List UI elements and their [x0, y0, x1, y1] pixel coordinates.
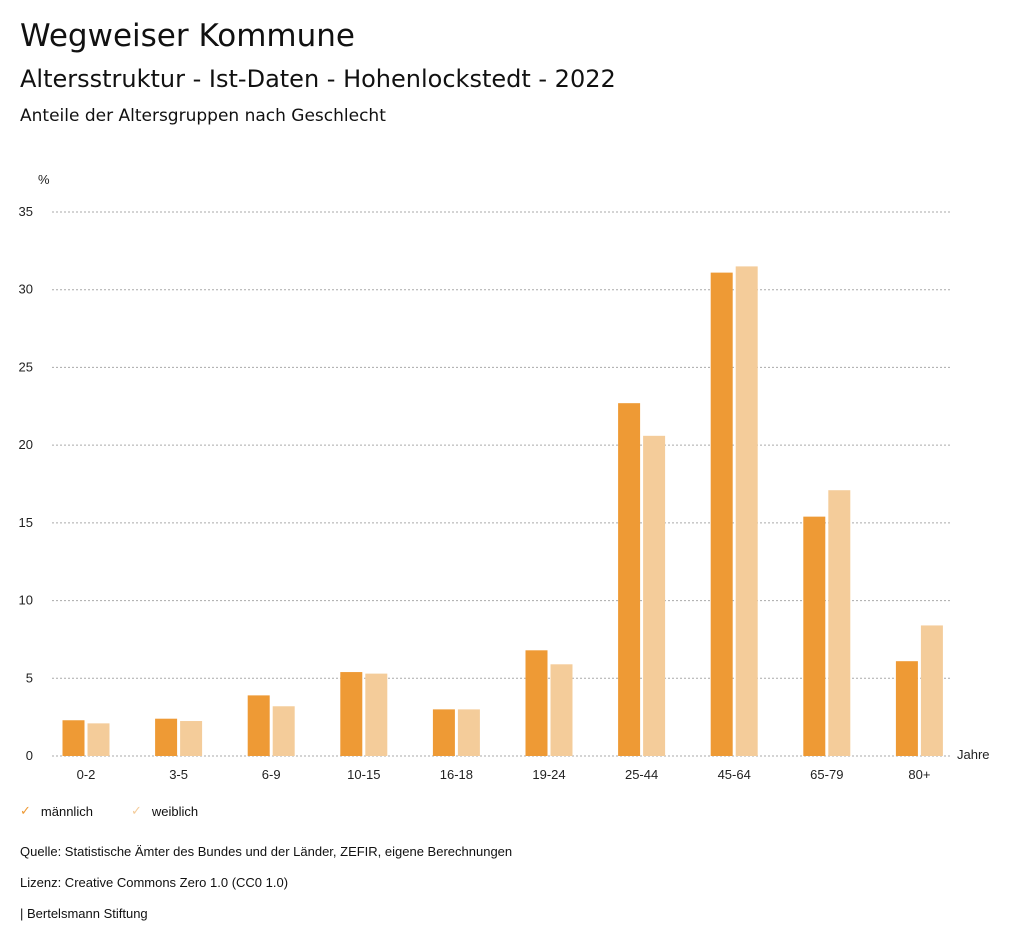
legend-item-weiblich[interactable]: ✓ weiblich	[131, 803, 198, 819]
x-tick-label: 19-24	[532, 767, 565, 782]
x-tick-label: 0-2	[77, 767, 96, 782]
bar-maennlich	[247, 695, 270, 756]
x-tick-label: 10-15	[347, 767, 380, 782]
x-tick-label: 16-18	[440, 767, 473, 782]
bar-maennlich	[62, 720, 85, 756]
chart-title: Anteile der Altersgruppen nach Geschlech…	[20, 106, 386, 126]
x-axis-label: Jahre	[957, 747, 990, 762]
bar-maennlich	[155, 718, 178, 756]
legend-item-maennlich[interactable]: ✓ männlich	[20, 803, 93, 819]
bar-maennlich	[803, 516, 826, 756]
bar-weiblich	[180, 721, 203, 756]
bar-weiblich	[735, 266, 758, 756]
bar-weiblich	[87, 723, 110, 756]
check-icon: ✓	[130, 803, 142, 818]
y-tick-label: 15	[19, 515, 33, 530]
y-tick-label: 20	[19, 437, 33, 452]
bar-weiblich	[272, 706, 295, 756]
legend: ✓ männlich ✓ weiblich	[20, 803, 198, 819]
bar-weiblich	[457, 709, 480, 756]
bar-maennlich	[895, 661, 918, 756]
y-tick-label: 30	[19, 282, 33, 297]
check-icon: ✓	[20, 803, 31, 818]
x-tick-label: 80+	[908, 767, 930, 782]
brand-note: | Bertelsmann Stiftung	[20, 906, 148, 921]
page-title: Wegweiser Kommune	[20, 18, 355, 54]
bar-weiblich	[920, 625, 943, 756]
bar-maennlich	[340, 672, 363, 756]
license-note: Lizenz: Creative Commons Zero 1.0 (CC0 1…	[20, 875, 289, 890]
y-tick-label: 10	[19, 593, 33, 608]
bar-maennlich	[432, 709, 455, 756]
y-tick-label: 25	[19, 359, 33, 374]
x-tick-label: 65-79	[810, 767, 843, 782]
bar-maennlich	[618, 403, 641, 756]
x-tick-label: 45-64	[718, 767, 751, 782]
page-subtitle: Altersstruktur - Ist-Daten - Hohenlockst…	[20, 65, 616, 93]
x-tick-label: 6-9	[262, 767, 281, 782]
y-tick-label: 35	[19, 204, 33, 219]
bar-chart: % Jahre 0 5 10 15 20 25 30 35 0-2 3-5 6-9 10-15 16-1…	[19, 172, 990, 782]
legend-label: weiblich	[151, 803, 199, 819]
legend-label: männlich	[40, 803, 93, 819]
bar-maennlich	[525, 650, 548, 756]
source-note: Quelle: Statistische Ämter des Bundes un…	[20, 844, 513, 859]
bar-weiblich	[550, 664, 573, 756]
y-tick-label: 0	[26, 748, 33, 763]
bar-weiblich	[643, 435, 666, 756]
x-tick-label: 25-44	[625, 767, 658, 782]
x-tick-label: 3-5	[169, 767, 188, 782]
bar-weiblich	[828, 490, 851, 756]
y-tick-label: 5	[26, 670, 33, 685]
bar-maennlich	[710, 272, 733, 756]
y-axis-label: %	[38, 172, 50, 187]
bar-weiblich	[365, 673, 388, 756]
